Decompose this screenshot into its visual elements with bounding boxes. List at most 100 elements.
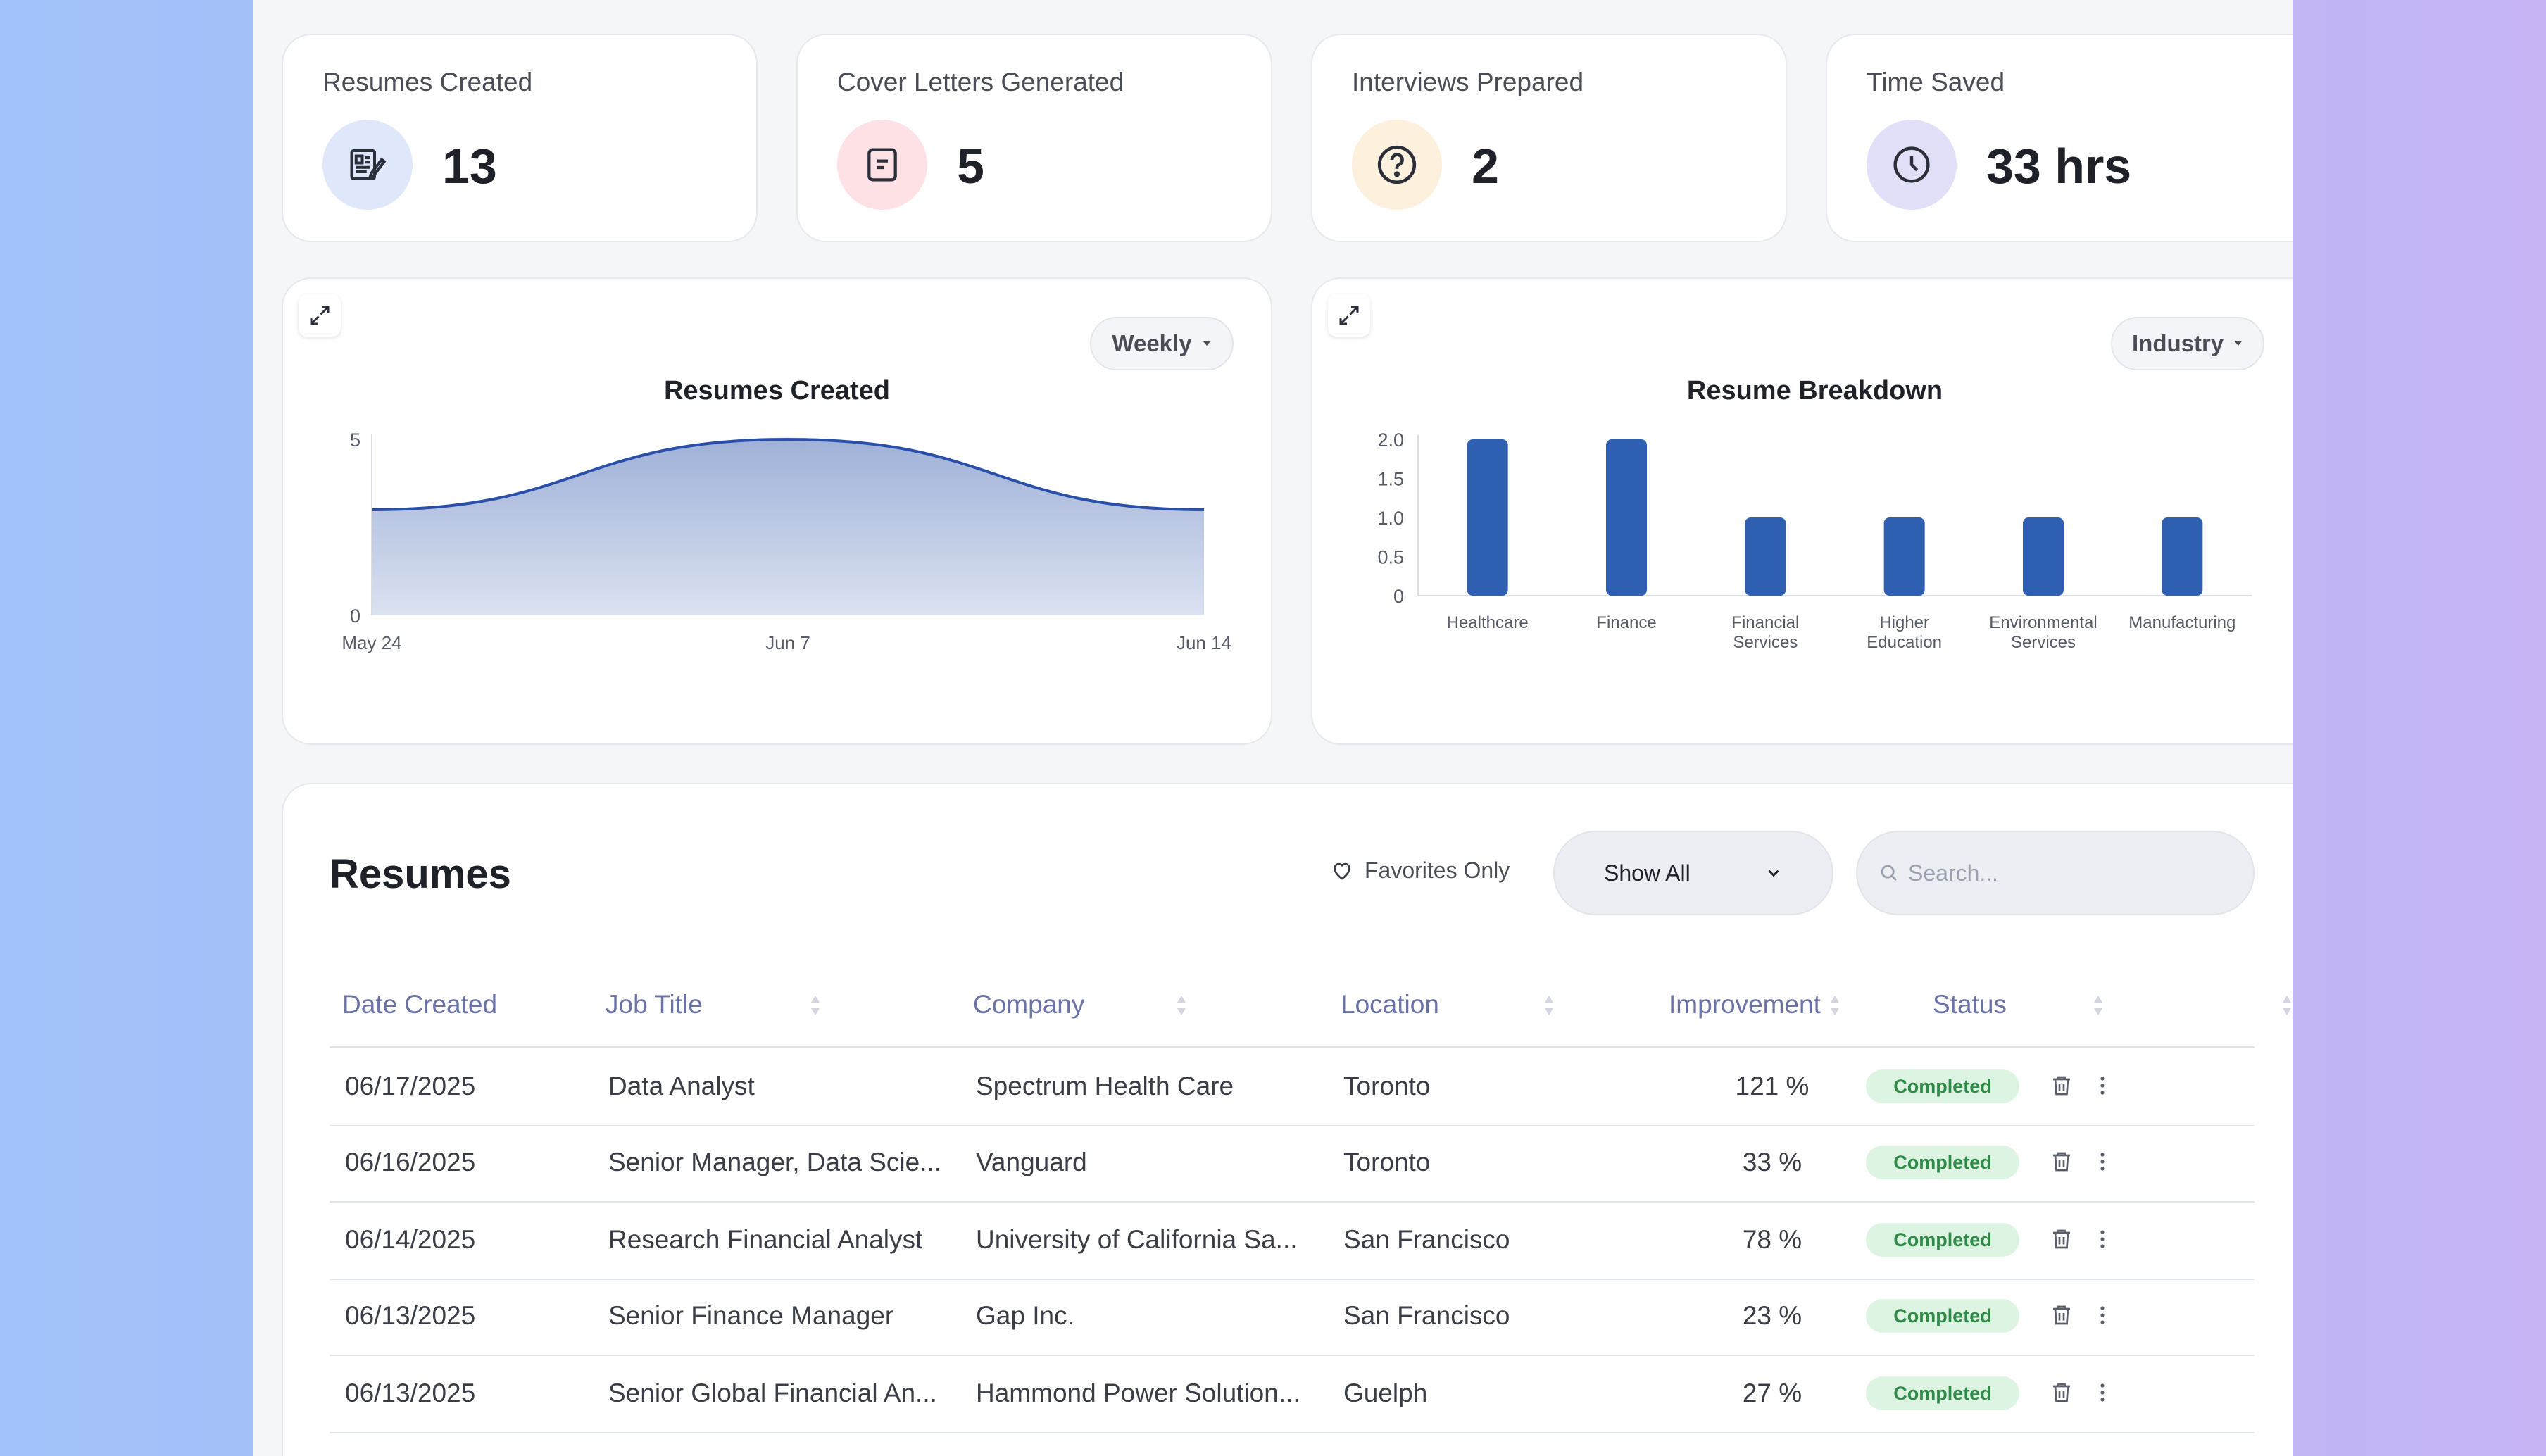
more-vertical-icon[interactable] xyxy=(2094,1226,2111,1252)
sort-icon[interactable] xyxy=(2281,993,2293,1018)
column-header-status[interactable]: Status xyxy=(1933,990,2007,1019)
column-header-job-title[interactable]: Job Title xyxy=(606,990,703,1019)
trash-icon[interactable] xyxy=(2049,1380,2074,1405)
sort-icon[interactable] xyxy=(1176,993,1187,1018)
more-vertical-icon[interactable] xyxy=(2094,1380,2111,1405)
expand-icon[interactable] xyxy=(299,294,341,337)
expand-icon[interactable] xyxy=(1328,294,1370,337)
area-chart: 0 5 May 24 Jun 7 Jun 14 xyxy=(341,429,1231,653)
heart-icon xyxy=(1334,862,1350,880)
cell-date: 06/16/2025 xyxy=(345,1148,476,1176)
cell-location: San Francisco xyxy=(1343,1301,1510,1330)
period-dropdown[interactable]: Weekly xyxy=(1090,317,1234,370)
stat-value: 2 xyxy=(1472,139,1499,194)
y-tick-label: 1.5 xyxy=(1377,469,1404,490)
status-filter-value: Show All xyxy=(1604,860,1691,886)
cell-location: Guelph xyxy=(1343,1379,1428,1407)
status-badge: Completed xyxy=(1866,1299,2019,1333)
stat-value: 33 hrs xyxy=(1986,139,2132,194)
cell-location: Toronto xyxy=(1343,1072,1431,1100)
stat-card-interviews: Interviews Prepared 2 xyxy=(1311,34,1787,242)
trash-icon[interactable] xyxy=(2049,1303,2074,1328)
question-icon xyxy=(1352,120,1442,210)
bar xyxy=(1883,517,1925,596)
row-divider xyxy=(330,1432,2255,1433)
breakdown-dropdown-label: Industry xyxy=(2132,330,2224,356)
x-tick-label: Manufacturing xyxy=(2128,613,2235,632)
stat-card-resumes: Resumes Created 13 xyxy=(282,34,758,242)
breakdown-dropdown[interactable]: Industry xyxy=(2111,317,2264,370)
resume-breakdown-chart-card: Industry Resume Breakdown 0 0.5 1.0 1.5 2.0 H… xyxy=(1311,277,2293,745)
status-filter-select[interactable]: Show All xyxy=(1553,831,1833,915)
status-badge: Completed xyxy=(1866,1223,2019,1257)
cell-company: Vanguard xyxy=(976,1148,1087,1176)
search-input[interactable]: Search... xyxy=(1856,831,2255,915)
stat-value: 5 xyxy=(957,139,984,194)
period-dropdown-label: Weekly xyxy=(1112,330,1192,356)
cell-date: 06/17/2025 xyxy=(345,1072,476,1100)
table-title: Resumes xyxy=(330,851,511,897)
trash-icon[interactable] xyxy=(2049,1073,2074,1098)
stat-card-time-saved: Time Saved 33 hrs xyxy=(1826,34,2293,242)
row-divider xyxy=(330,1279,2255,1280)
more-vertical-icon[interactable] xyxy=(2094,1073,2111,1098)
chevron-down-icon xyxy=(1768,870,1779,877)
sort-icon[interactable] xyxy=(1829,993,1840,1018)
y-tick-label: 2.0 xyxy=(1377,429,1404,451)
column-header-improvement[interactable]: Improvement xyxy=(1669,990,1821,1019)
chart-title: Resumes Created xyxy=(663,376,891,406)
stat-title: Interviews Prepared xyxy=(1352,68,1584,96)
resumes-created-chart-card: Weekly Resumes Created 0 5 May 24 Jun 7 Jun … xyxy=(282,277,1272,745)
cell-date: 06/13/2025 xyxy=(345,1379,476,1407)
column-header-location[interactable]: Location xyxy=(1341,990,1439,1019)
x-tick-label: Finance xyxy=(1596,613,1656,632)
cell-company: Gap Inc. xyxy=(976,1301,1074,1330)
stat-title: Time Saved xyxy=(1867,68,2005,96)
column-header-company[interactable]: Company xyxy=(973,990,1085,1019)
row-divider xyxy=(330,1201,2255,1203)
cell-improvement: 121 % xyxy=(1735,1072,1810,1100)
cell-company: Hammond Power Solution... xyxy=(976,1379,1300,1407)
cell-job-title: Senior Manager, Data Scie... xyxy=(608,1148,942,1176)
trash-icon[interactable] xyxy=(2049,1226,2074,1252)
cell-location: Toronto xyxy=(1343,1148,1431,1176)
bar xyxy=(1606,439,1647,596)
bar xyxy=(1467,439,1508,596)
more-vertical-icon[interactable] xyxy=(2094,1303,2111,1328)
x-tick-label: Education xyxy=(1867,633,1942,652)
sort-icon[interactable] xyxy=(2093,993,2104,1018)
status-badge: Completed xyxy=(1866,1376,2019,1410)
x-tick-label: Services xyxy=(1733,633,1798,652)
document-icon xyxy=(837,120,927,210)
cell-job-title: Senior Finance Manager xyxy=(608,1301,894,1330)
cell-improvement: 23 % xyxy=(1742,1301,1802,1330)
stat-value: 13 xyxy=(442,139,497,194)
bar xyxy=(2162,517,2203,596)
sort-icon[interactable] xyxy=(1543,993,1555,1018)
y-tick-label: 5 xyxy=(350,429,360,451)
x-tick-label: May 24 xyxy=(341,632,401,653)
area-fill xyxy=(372,439,1204,615)
trash-icon[interactable] xyxy=(2049,1149,2074,1174)
status-badge: Completed xyxy=(1866,1146,2019,1179)
x-tick-label: Services xyxy=(2011,633,2076,652)
dashboard-panel: Resumes Created 13 Cover Letters Generat… xyxy=(253,0,2293,1456)
clock-icon xyxy=(1867,120,1957,210)
x-tick-label: Jun 7 xyxy=(765,632,810,653)
header-divider xyxy=(330,1046,2255,1048)
favorites-toggle[interactable]: Favorites Only xyxy=(1329,849,1510,891)
bar xyxy=(2023,517,2064,596)
search-icon xyxy=(1881,865,1897,881)
area-line xyxy=(371,437,1205,511)
cell-job-title: Data Analyst xyxy=(608,1072,755,1100)
caret-down-icon xyxy=(2235,341,2243,346)
column-header-date[interactable]: Date Created xyxy=(342,990,498,1019)
resume-icon xyxy=(322,120,413,210)
sort-icon[interactable] xyxy=(810,993,821,1018)
cell-company: Spectrum Health Care xyxy=(976,1072,1234,1100)
y-tick-label: 0.5 xyxy=(1377,547,1404,568)
stat-card-cover-letters: Cover Letters Generated 5 xyxy=(796,34,1272,242)
x-tick-label: Financial xyxy=(1731,613,1799,632)
more-vertical-icon[interactable] xyxy=(2094,1149,2111,1174)
